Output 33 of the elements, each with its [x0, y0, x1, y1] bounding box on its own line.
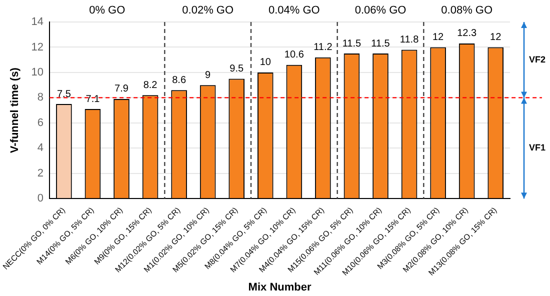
y-axis-title: V-funnel time (s): [8, 67, 21, 154]
data-label: 8.2: [143, 80, 158, 91]
data-label: 7.9: [114, 84, 129, 95]
data-label: 12.3: [457, 28, 477, 40]
x-axis-title: Mix Number: [248, 281, 312, 294]
text: 0.08% GO: [441, 4, 493, 17]
y-tick-label: 8: [37, 92, 44, 104]
text: VF2: [529, 54, 546, 64]
text: 0% GO: [89, 4, 126, 17]
data-label: 8.6: [172, 74, 186, 86]
text: 0.02% GO: [182, 4, 234, 17]
y-tick-label: 12: [31, 41, 44, 54]
data-label: 12: [490, 32, 502, 43]
y-tick-label: 0: [37, 192, 44, 205]
data-label: 11.5: [342, 38, 362, 50]
text: VF1: [529, 142, 546, 153]
data-label: 11.8: [400, 34, 420, 46]
data-label: 10: [260, 57, 272, 68]
data-label: 12: [432, 32, 444, 43]
data-label: 10.6: [284, 50, 304, 61]
data-label: 7.5: [56, 88, 72, 100]
y-tick-label: 4: [37, 142, 44, 154]
data-label: 7.1: [86, 94, 100, 105]
y-tick-label: 10: [31, 66, 44, 78]
y-tick-label: 6: [37, 116, 44, 129]
y-tick-label: 2: [37, 167, 44, 180]
text: 0.06% GO: [354, 4, 407, 17]
data-label: 11.5: [371, 38, 390, 50]
data-label: 9.5: [230, 64, 244, 75]
data-label: 9: [205, 70, 212, 81]
data-label: 11.2: [314, 42, 333, 54]
y-tick-label: 14: [31, 16, 44, 28]
text: 0.04% GO: [268, 4, 320, 17]
